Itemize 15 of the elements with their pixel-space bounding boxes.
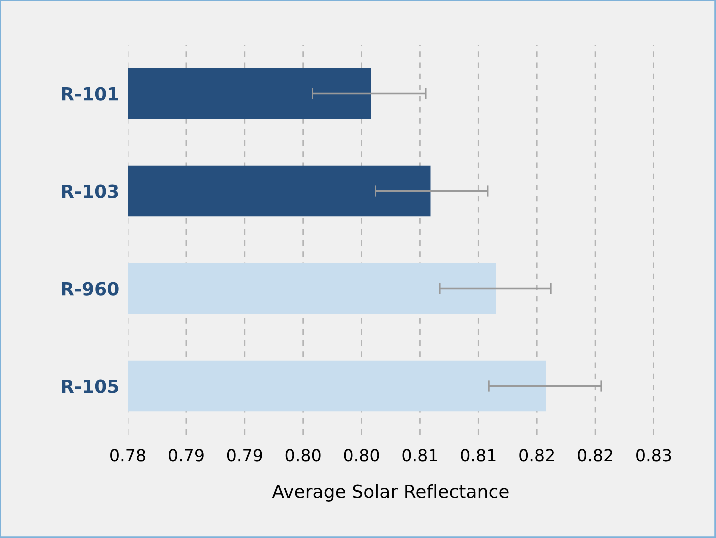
x-tick-label: 0.79 bbox=[227, 449, 262, 462]
x-tick-label: 0.78 bbox=[110, 449, 146, 462]
y-tick-label: R-103 bbox=[62, 184, 118, 198]
y-tick-label: R-960 bbox=[62, 282, 119, 296]
x-tick-label: 0.79 bbox=[168, 449, 204, 462]
y-tick-label: R-105 bbox=[62, 380, 118, 394]
x-tick-label: 0.81 bbox=[402, 449, 438, 462]
y-tick-label: R-101 bbox=[62, 87, 118, 101]
x-tick-label: 0.83 bbox=[636, 449, 672, 462]
x-tick-label: 0.82 bbox=[578, 449, 612, 462]
x-axis-title: Average Solar Reflectance bbox=[272, 484, 509, 502]
x-tick-label: 0.81 bbox=[461, 449, 496, 462]
x-tick-label: 0.80 bbox=[344, 449, 380, 462]
x-tick-label: 0.80 bbox=[286, 449, 321, 462]
x-tick-label: 0.82 bbox=[520, 449, 554, 462]
